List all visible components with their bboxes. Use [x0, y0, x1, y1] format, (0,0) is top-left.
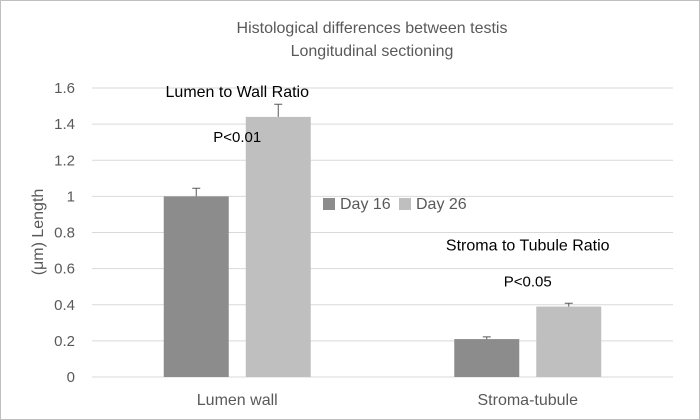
- annotations: Lumen to Wall Ratio P<0.01 Stroma to Tubul…: [166, 84, 610, 291]
- annotation: P<0.05: [504, 274, 552, 291]
- y-tick-label: 0.4: [54, 297, 75, 314]
- y-tick-label: 0.6: [54, 261, 75, 278]
- legend-swatch: [399, 198, 411, 210]
- bars: [163, 103, 602, 378]
- y-tick-label: 1: [67, 188, 75, 205]
- error-bar: [564, 302, 573, 307]
- y-tick-label: 1.6: [54, 80, 75, 97]
- bar: [245, 116, 311, 378]
- error-bar: [192, 187, 201, 197]
- bar: [163, 196, 229, 377]
- legend-label: Day 16: [340, 196, 391, 213]
- y-tick-label: 1.4: [54, 116, 75, 133]
- error-bar: [482, 336, 491, 340]
- legend-swatch: [323, 198, 335, 210]
- legend-label: Day 26: [416, 196, 467, 213]
- category-label: Stroma-tubule: [478, 392, 579, 409]
- annotation: Lumen to Wall Ratio: [166, 84, 310, 101]
- legend: Day 16 Day 26: [323, 196, 467, 213]
- category-label: Lumen wall: [197, 392, 278, 409]
- annotation: Stroma to Tubule Ratio: [446, 238, 610, 255]
- y-axis-label: (μm) Length: [30, 189, 47, 276]
- chart-subtitle: Longitudinal sectioning: [291, 43, 454, 60]
- bar: [454, 339, 520, 377]
- chart-title: Histological differences between testis: [237, 20, 508, 37]
- error-bar: [274, 103, 283, 117]
- y-tick-label: 0.8: [54, 225, 75, 242]
- y-tick-label: 1.2: [54, 152, 75, 169]
- category-labels: Lumen wall Stroma-tubule: [197, 392, 578, 409]
- y-tick-label: 0: [67, 369, 75, 386]
- bar: [536, 306, 602, 377]
- y-tick-label: 0.2: [54, 333, 75, 350]
- annotation: P<0.01: [213, 129, 261, 146]
- y-tick-labels: 0 0.2 0.4 0.6 0.8 1 1.2 1.4 1.6: [54, 80, 75, 386]
